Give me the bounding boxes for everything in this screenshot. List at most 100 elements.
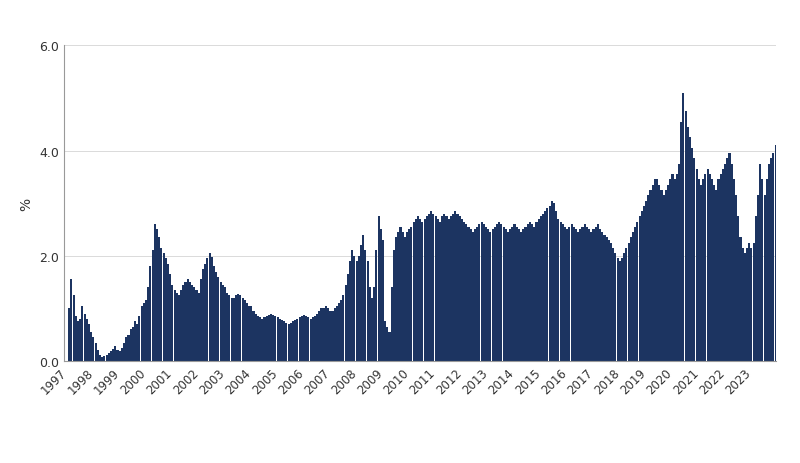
Bar: [162, 254, 165, 361]
Bar: [757, 196, 759, 361]
Bar: [542, 214, 544, 361]
Bar: [262, 319, 263, 361]
Bar: [544, 212, 546, 361]
Bar: [602, 232, 603, 361]
Bar: [82, 306, 83, 361]
Bar: [398, 232, 399, 361]
Bar: [678, 164, 680, 361]
Bar: [772, 154, 774, 361]
Bar: [182, 285, 184, 361]
Bar: [354, 256, 355, 361]
Bar: [222, 285, 224, 361]
Bar: [362, 235, 364, 361]
Bar: [652, 185, 654, 361]
Bar: [482, 225, 485, 361]
Bar: [470, 230, 472, 361]
Bar: [327, 309, 329, 361]
Bar: [656, 180, 658, 361]
Bar: [702, 180, 704, 361]
Bar: [729, 154, 730, 361]
Bar: [154, 225, 156, 361]
Bar: [228, 295, 230, 361]
Bar: [549, 206, 550, 361]
Bar: [380, 230, 382, 361]
Bar: [491, 230, 494, 361]
Bar: [334, 309, 336, 361]
Bar: [558, 219, 559, 361]
Bar: [590, 232, 592, 361]
Bar: [360, 246, 362, 361]
Bar: [535, 222, 538, 361]
Bar: [566, 230, 568, 361]
Bar: [325, 306, 327, 361]
Bar: [584, 225, 586, 361]
Bar: [661, 191, 662, 361]
Bar: [774, 146, 777, 361]
Bar: [209, 254, 210, 361]
Bar: [189, 282, 191, 361]
Bar: [531, 225, 533, 361]
Bar: [446, 217, 447, 361]
Bar: [101, 357, 103, 361]
Bar: [502, 227, 505, 361]
Bar: [753, 243, 754, 361]
Bar: [88, 325, 90, 361]
Bar: [165, 259, 167, 361]
Bar: [194, 288, 195, 361]
Bar: [671, 175, 674, 361]
Bar: [694, 159, 695, 361]
Bar: [158, 238, 160, 361]
Bar: [706, 169, 709, 361]
Bar: [575, 230, 577, 361]
Bar: [406, 232, 408, 361]
Bar: [478, 225, 481, 361]
Bar: [720, 175, 722, 361]
Bar: [390, 288, 393, 361]
Bar: [618, 262, 621, 361]
Bar: [307, 318, 310, 361]
Bar: [314, 317, 316, 361]
Bar: [715, 191, 718, 361]
Bar: [553, 204, 555, 361]
Bar: [540, 217, 542, 361]
Bar: [586, 227, 588, 361]
Bar: [559, 222, 562, 361]
Bar: [520, 232, 522, 361]
Bar: [99, 355, 101, 361]
Y-axis label: %: %: [19, 197, 34, 210]
Bar: [121, 348, 123, 361]
Bar: [248, 306, 250, 361]
Bar: [550, 201, 553, 361]
Bar: [597, 225, 599, 361]
Bar: [608, 240, 610, 361]
Bar: [762, 180, 763, 361]
Bar: [386, 327, 388, 361]
Bar: [481, 222, 482, 361]
Bar: [432, 214, 434, 361]
Bar: [364, 251, 366, 361]
Bar: [145, 301, 147, 361]
Bar: [259, 318, 261, 361]
Bar: [426, 217, 428, 361]
Bar: [498, 222, 500, 361]
Bar: [722, 169, 724, 361]
Bar: [448, 219, 450, 361]
Bar: [127, 335, 130, 361]
Bar: [92, 338, 94, 361]
Bar: [318, 311, 320, 361]
Bar: [224, 288, 226, 361]
Bar: [500, 225, 502, 361]
Bar: [691, 149, 694, 361]
Bar: [219, 282, 222, 361]
Bar: [610, 243, 612, 361]
Bar: [305, 317, 307, 361]
Bar: [505, 230, 507, 361]
Bar: [667, 185, 669, 361]
Bar: [419, 219, 422, 361]
Bar: [340, 301, 342, 361]
Bar: [83, 314, 86, 361]
Bar: [198, 293, 200, 361]
Bar: [349, 262, 351, 361]
Bar: [384, 322, 386, 361]
Bar: [423, 219, 426, 361]
